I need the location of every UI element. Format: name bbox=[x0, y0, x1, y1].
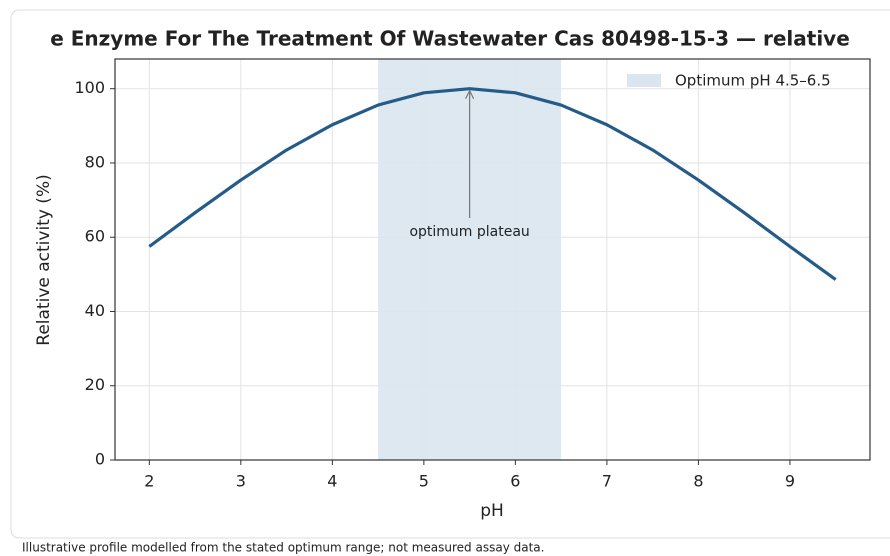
x-tick-label: 3 bbox=[236, 472, 246, 491]
y-tick-label: 20 bbox=[85, 375, 105, 394]
y-tick-label: 40 bbox=[85, 301, 105, 320]
axes-frame bbox=[114, 58, 871, 461]
annotation-text: optimum plateau bbox=[409, 224, 529, 240]
x-tick-label: 6 bbox=[510, 472, 520, 491]
x-tick-label: 9 bbox=[785, 472, 795, 491]
x-axis-label: pH bbox=[480, 501, 504, 521]
x-tick-label: 4 bbox=[327, 472, 337, 491]
x-tick-label: 7 bbox=[602, 472, 612, 491]
y-tick-label: 60 bbox=[85, 227, 105, 246]
y-axis-label: Relative activity (%) bbox=[34, 174, 54, 345]
y-tick-label: 0 bbox=[95, 450, 105, 469]
chart-title: e Enzyme For The Treatment Of Wastewater… bbox=[50, 27, 850, 51]
x-tick-label: 8 bbox=[693, 472, 703, 491]
annotation-arrowhead bbox=[465, 89, 475, 99]
footnote: Illustrative profile modelled from the s… bbox=[22, 541, 544, 555]
x-tick-label: 2 bbox=[144, 472, 154, 491]
legend-swatch bbox=[627, 74, 661, 87]
legend-label: Optimum pH 4.5–6.5 bbox=[675, 72, 831, 90]
data-line bbox=[148, 87, 837, 281]
x-tick-label: 5 bbox=[419, 472, 429, 491]
y-tick-label: 80 bbox=[85, 152, 105, 171]
y-tick-label: 100 bbox=[74, 78, 105, 97]
